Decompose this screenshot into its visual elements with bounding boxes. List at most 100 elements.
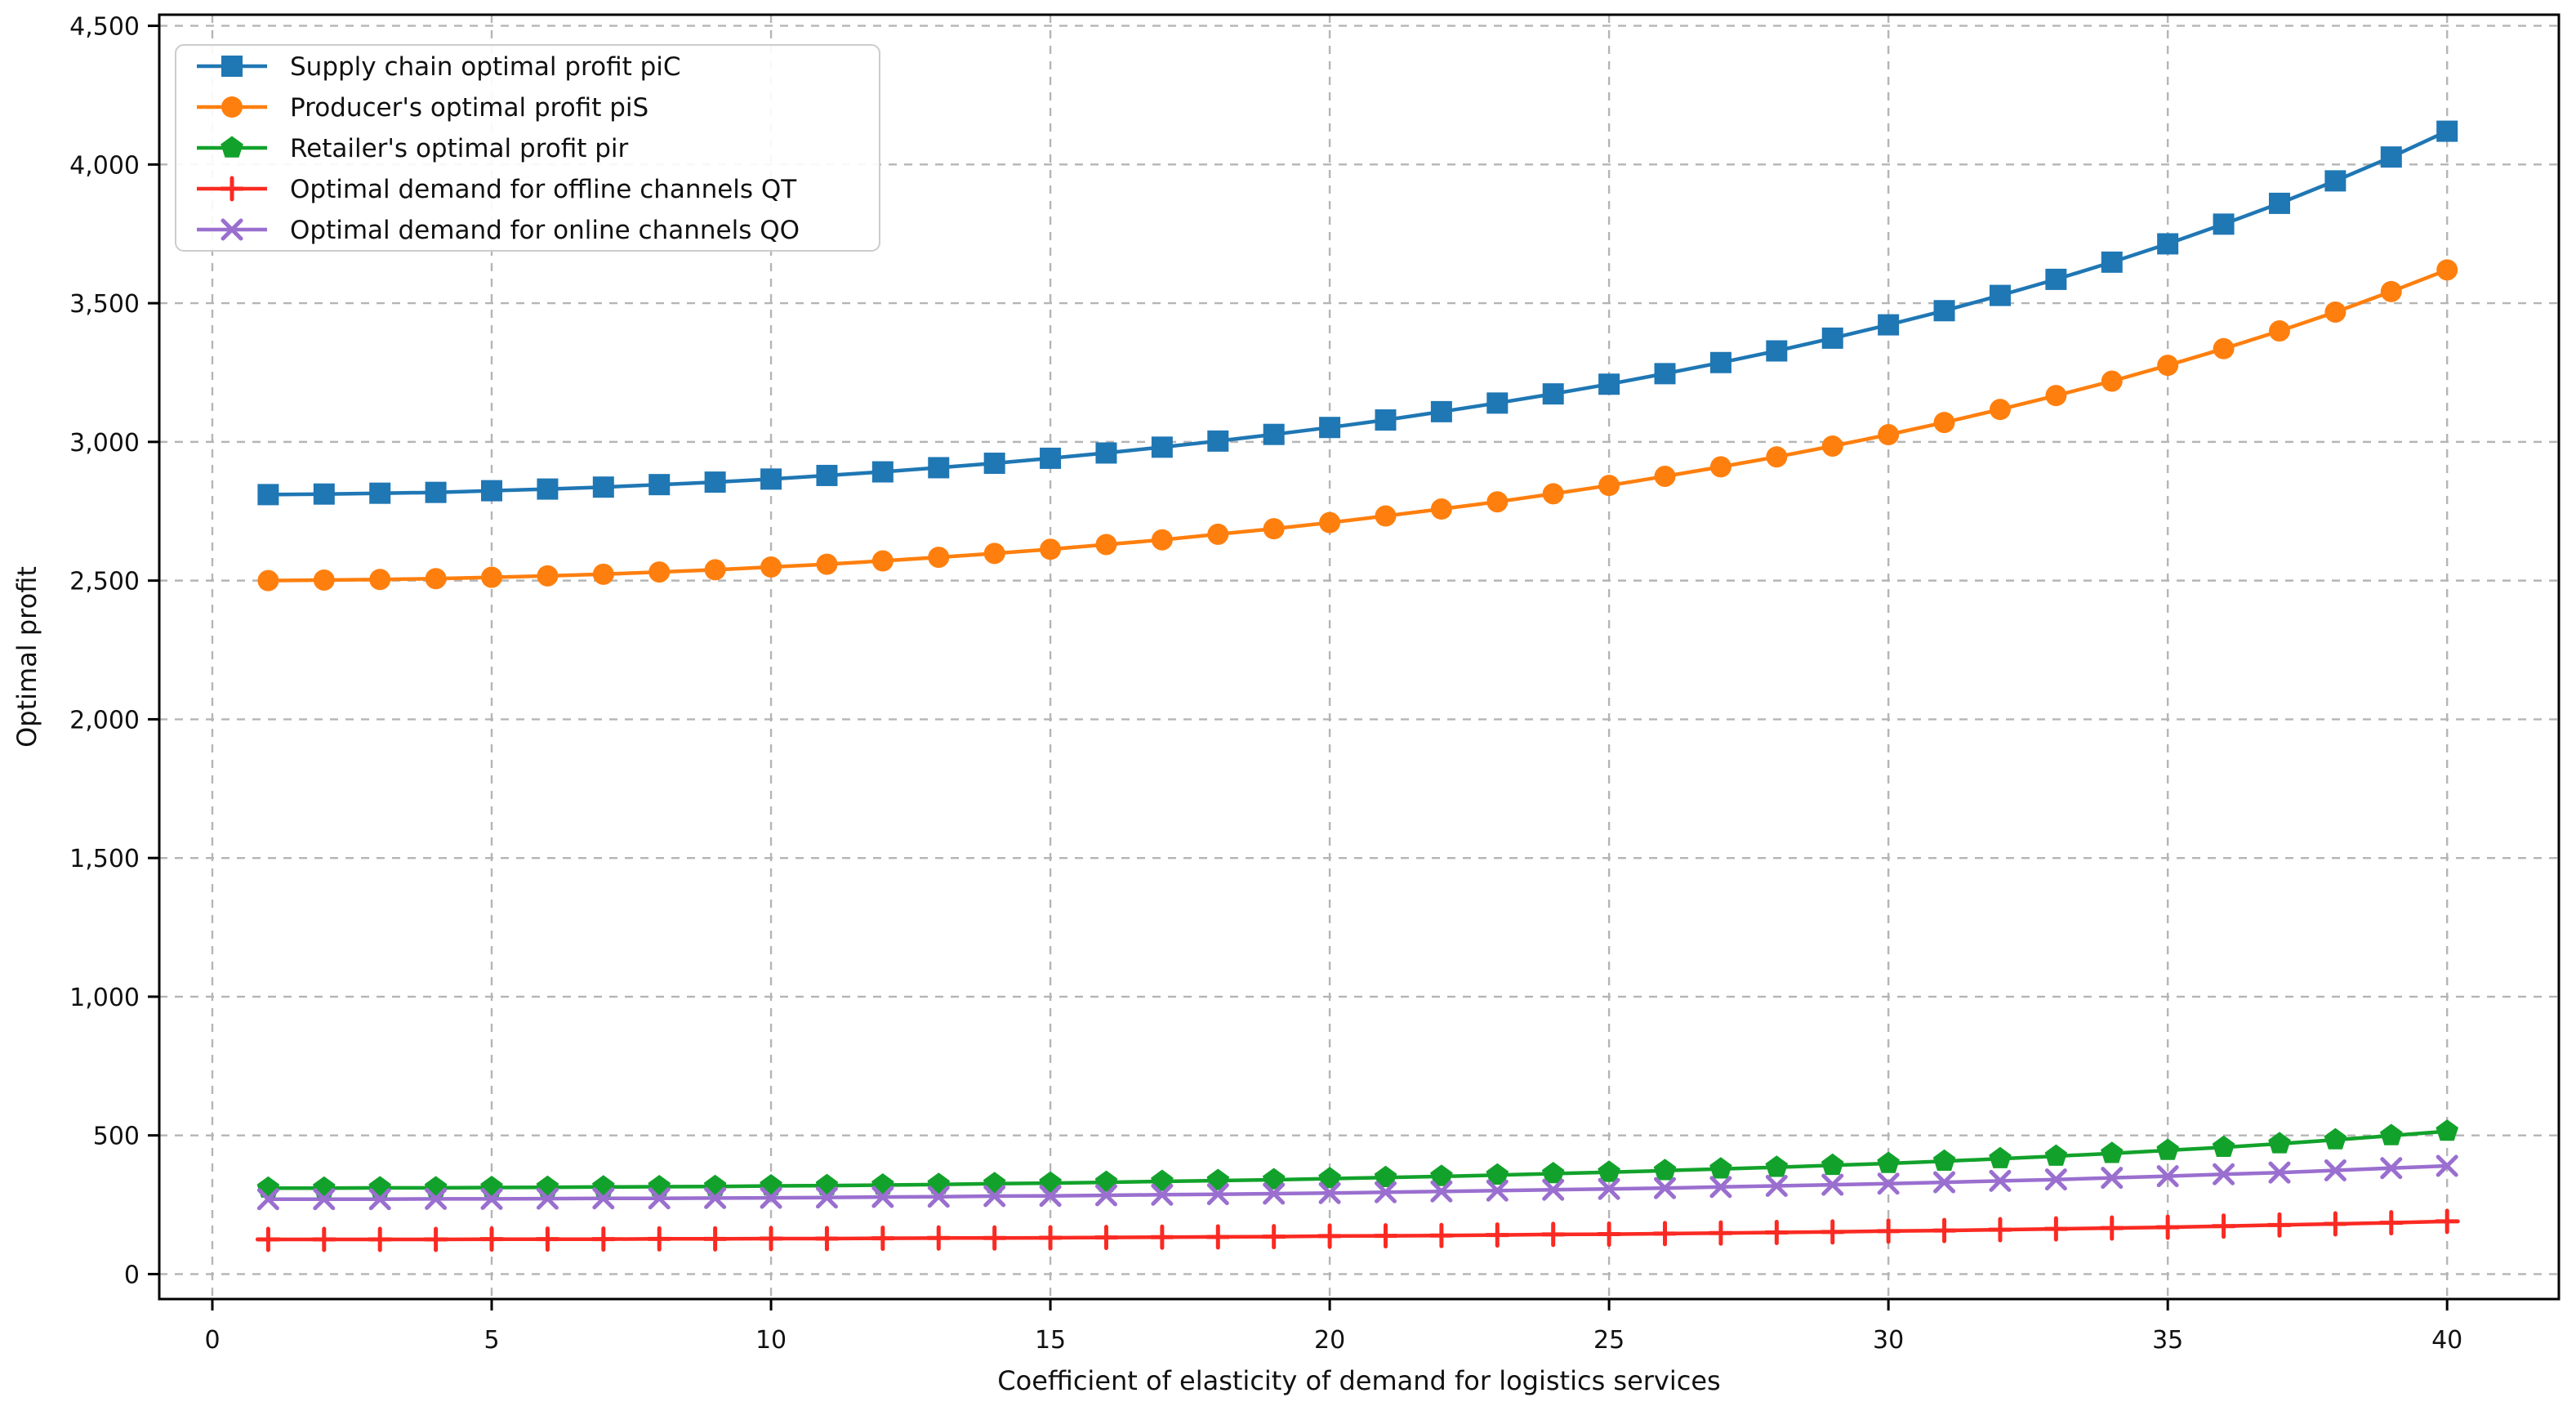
x-tick-label: 35 (2152, 1326, 2183, 1355)
data-point-marker (1486, 392, 1509, 414)
data-point-marker (1878, 314, 1900, 336)
data-point-marker (1989, 1146, 2012, 1168)
data-point-marker (1821, 1173, 1844, 1196)
legend-item: Supply chain optimal profit piC (197, 52, 681, 82)
data-point-marker (255, 1226, 281, 1252)
data-point-marker (221, 56, 243, 77)
data-point-marker (813, 1226, 840, 1252)
data-point-marker (1318, 1181, 1341, 1204)
data-point-marker (537, 478, 559, 500)
x-tick-label: 5 (484, 1326, 499, 1355)
data-point-marker (1653, 1159, 1677, 1181)
data-point-marker (2155, 1214, 2181, 1240)
x-tick-label: 10 (755, 1326, 787, 1355)
y-tick-label: 3,500 (69, 290, 140, 319)
data-point-marker (219, 176, 245, 202)
data-point-marker (1652, 1221, 1678, 1247)
y-tick-label: 1,500 (69, 845, 140, 873)
data-point-marker (2157, 355, 2179, 377)
gridlines (159, 15, 2559, 1299)
data-point-marker (2324, 301, 2346, 323)
series-line (266, 268, 2449, 583)
data-point-marker (1149, 1224, 1175, 1250)
data-point-marker (425, 1187, 448, 1210)
data-point-marker (1989, 1169, 2012, 1192)
data-point-marker (1989, 284, 2011, 306)
data-point-marker (1542, 383, 1564, 405)
data-point-marker (1428, 1222, 1455, 1248)
data-point-marker (648, 1187, 671, 1210)
data-point-marker (2101, 1141, 2124, 1163)
data-point-marker (2211, 1213, 2237, 1239)
data-point-marker (592, 563, 614, 585)
data-point-marker (2213, 337, 2235, 359)
data-point-marker (1821, 327, 1843, 349)
data-point-marker (1206, 1183, 1229, 1206)
data-point-marker (760, 556, 782, 578)
data-point-marker (2268, 192, 2290, 214)
data-point-marker (2268, 1161, 2291, 1184)
data-point-marker (704, 1186, 727, 1209)
data-point-marker (1875, 1218, 1901, 1244)
data-point-marker (313, 569, 335, 591)
data-point-marker (2044, 1168, 2067, 1191)
data-point-marker (1205, 1224, 1231, 1250)
data-point-marker (1766, 340, 1788, 362)
legend-label: Retailer's optimal profit pir (290, 134, 629, 163)
data-point-marker (1430, 400, 1452, 422)
series-square (257, 120, 2458, 506)
legend-label: Optimal demand for online channels QO (290, 216, 800, 245)
data-point-marker (480, 1187, 503, 1210)
data-point-marker (2213, 213, 2235, 235)
data-point-marker (816, 464, 838, 486)
data-point-marker (1207, 523, 1229, 545)
data-point-marker (1151, 1169, 1174, 1191)
data-point-marker (1318, 1167, 1341, 1189)
data-point-marker (2380, 146, 2402, 168)
y-tick-label: 2,500 (69, 568, 140, 596)
data-point-marker (1374, 1165, 1397, 1187)
data-point-marker (425, 568, 447, 590)
data-point-marker (256, 1176, 280, 1198)
data-point-marker (1151, 436, 1173, 458)
data-point-marker (1877, 1151, 1900, 1173)
data-point-marker (221, 136, 243, 158)
data-point-marker (2156, 1138, 2179, 1160)
data-point-marker (1263, 518, 1285, 540)
data-point-marker (256, 1188, 279, 1211)
data-point-marker (815, 1186, 838, 1209)
data-point-marker (1375, 505, 1397, 527)
data-point-marker (1151, 1183, 1174, 1206)
data-point-marker (1319, 511, 1341, 534)
data-point-marker (1319, 417, 1341, 439)
data-point-marker (368, 1188, 391, 1211)
data-point-marker (481, 480, 503, 502)
legend-label: Supply chain optimal profit piC (290, 52, 681, 82)
data-point-marker (423, 1226, 449, 1252)
data-point-marker (704, 559, 726, 581)
data-point-marker (2378, 1210, 2404, 1236)
data-point-marker (313, 483, 335, 505)
data-point-marker (313, 1176, 336, 1198)
data-point-marker (1095, 442, 1117, 464)
x-tick-label: 0 (204, 1326, 220, 1355)
data-point-marker (1040, 447, 1062, 469)
data-point-marker (1263, 1182, 1286, 1205)
data-point-marker (1484, 1222, 1510, 1248)
data-point-marker (2268, 1132, 2291, 1154)
series-line (266, 129, 2449, 497)
data-point-marker (870, 1226, 896, 1252)
data-point-marker (1095, 534, 1117, 556)
data-point-marker (2266, 1212, 2293, 1238)
data-point-marker (368, 1176, 391, 1198)
data-point-marker (928, 547, 950, 569)
legend-label: Producer's optimal profit piS (290, 93, 648, 123)
data-point-marker (2322, 1211, 2348, 1237)
data-point-marker (648, 474, 671, 496)
data-point-marker (871, 1185, 894, 1208)
data-point-marker (1542, 1178, 1565, 1201)
data-point-marker (1486, 1163, 1509, 1185)
data-point-marker (2101, 370, 2123, 392)
data-point-marker (2157, 233, 2179, 255)
